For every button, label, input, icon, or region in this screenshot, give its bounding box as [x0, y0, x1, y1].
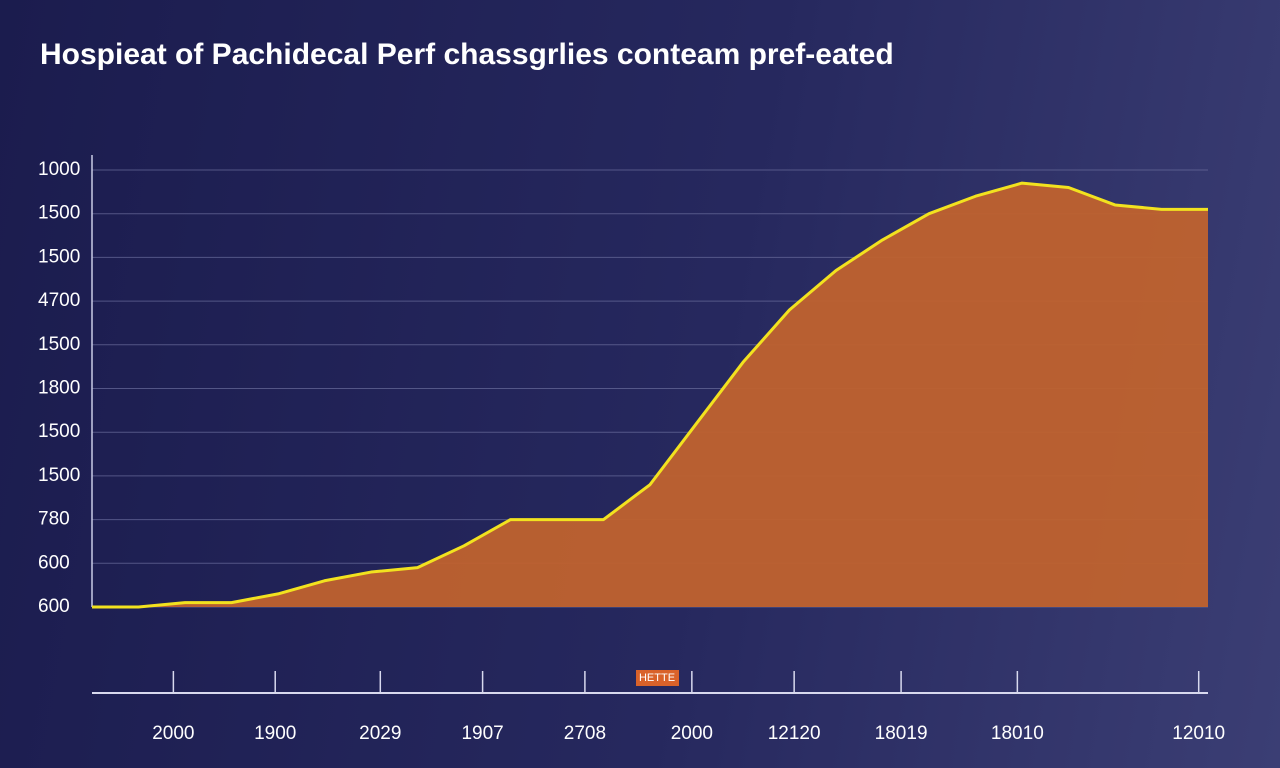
y-tick-label: 1000	[38, 159, 80, 180]
x-tick-label: 12120	[768, 723, 821, 744]
y-tick-label: 1500	[38, 334, 80, 355]
annotation: HETTE	[639, 672, 675, 684]
annotation-box	[636, 670, 679, 686]
y-tick-label: 1500	[38, 246, 80, 267]
x-tick-label: 2000	[152, 723, 194, 744]
x-tick-label: 2029	[359, 723, 401, 744]
y-tick-label: 1800	[38, 378, 80, 399]
y-tick-label: 600	[38, 552, 70, 573]
y-tick-label: 4700	[38, 290, 80, 311]
x-tick-label: 2708	[564, 723, 606, 744]
y-tick-label: 780	[38, 509, 70, 530]
x-tick-label: 12010	[1172, 723, 1225, 744]
y-tick-label: 600	[38, 596, 70, 617]
x-tick-label: 1900	[254, 723, 296, 744]
area	[92, 183, 1208, 608]
x-tick-label: 18019	[875, 723, 928, 744]
x-tick-label: 18010	[991, 723, 1044, 744]
x-tick-label: 2000	[671, 723, 713, 744]
x-tick-label: 1907	[461, 723, 503, 744]
chart-title: Hospieat of Pachidecal Perf chassgrlies …	[40, 38, 894, 71]
line	[92, 181, 1208, 609]
y-tick-label: 1500	[38, 421, 80, 442]
y-tick-label: 1500	[38, 465, 80, 486]
y-tick-label: 1500	[38, 203, 80, 224]
